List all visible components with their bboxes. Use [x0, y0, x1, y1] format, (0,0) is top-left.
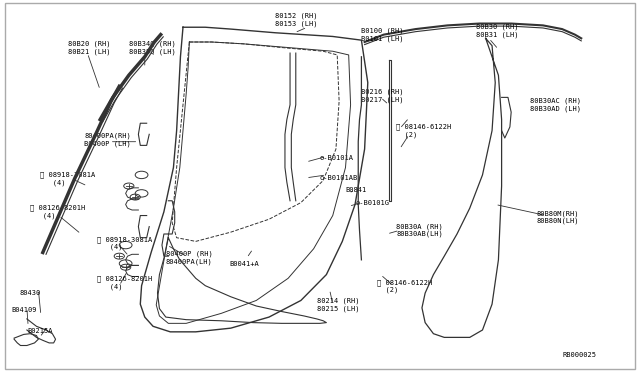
Text: B0041+A: B0041+A: [230, 260, 259, 266]
Text: B0215A: B0215A: [27, 328, 52, 334]
Text: B0216 (RH)
B0217 (LH): B0216 (RH) B0217 (LH): [362, 89, 404, 103]
Text: 80B30 (RH)
80B31 (LH): 80B30 (RH) 80B31 (LH): [476, 24, 518, 38]
Text: o-B0101AB: o-B0101AB: [320, 175, 358, 181]
Text: Ⓝ 08918-3081A
   (4): Ⓝ 08918-3081A (4): [97, 236, 152, 250]
Text: 80B30AC (RH)
80B30AD (LH): 80B30AC (RH) 80B30AD (LH): [531, 98, 581, 112]
Text: 80214 (RH)
80215 (LH): 80214 (RH) 80215 (LH): [317, 298, 359, 312]
Text: 80400PA(RH)
B0400P (LH): 80400PA(RH) B0400P (LH): [84, 133, 131, 147]
Text: Ⓝ 08918-3081A
   (4): Ⓝ 08918-3081A (4): [40, 171, 95, 186]
Text: 80152 (RH)
80153 (LH): 80152 (RH) 80153 (LH): [275, 13, 318, 27]
Text: RB000025: RB000025: [562, 352, 596, 358]
Text: Ⓑ 08126-8201H
   (4): Ⓑ 08126-8201H (4): [30, 205, 85, 219]
Text: 80B20 (RH)
80B21 (LH): 80B20 (RH) 80B21 (LH): [68, 41, 111, 55]
Text: Ⓑ 08146-6122H
  (2): Ⓑ 08146-6122H (2): [396, 124, 452, 138]
Text: Ⓑ 08146-6122H
  (2): Ⓑ 08146-6122H (2): [378, 279, 433, 294]
Text: 80B34Q (RH)
80B35Q (LH): 80B34Q (RH) 80B35Q (LH): [129, 41, 175, 55]
Text: B0841: B0841: [346, 187, 367, 193]
Text: o-B0101G: o-B0101G: [355, 200, 389, 206]
Text: 80B30A (RH)
80B30AB(LH): 80B30A (RH) 80B30AB(LH): [396, 223, 444, 237]
Text: Ⓑ 08126-8201H
   (4): Ⓑ 08126-8201H (4): [97, 276, 152, 290]
Text: 80430: 80430: [19, 290, 40, 296]
Text: o-B0101A: o-B0101A: [320, 155, 354, 161]
Text: 80400P (RH)
80400PA(LH): 80400P (RH) 80400PA(LH): [166, 251, 212, 265]
Text: B0100 (RH)
B0101 (LH): B0100 (RH) B0101 (LH): [362, 28, 404, 42]
Text: 80B80M(RH)
80B80N(LH): 80B80M(RH) 80B80N(LH): [537, 211, 579, 224]
Text: B04109: B04109: [11, 307, 36, 314]
